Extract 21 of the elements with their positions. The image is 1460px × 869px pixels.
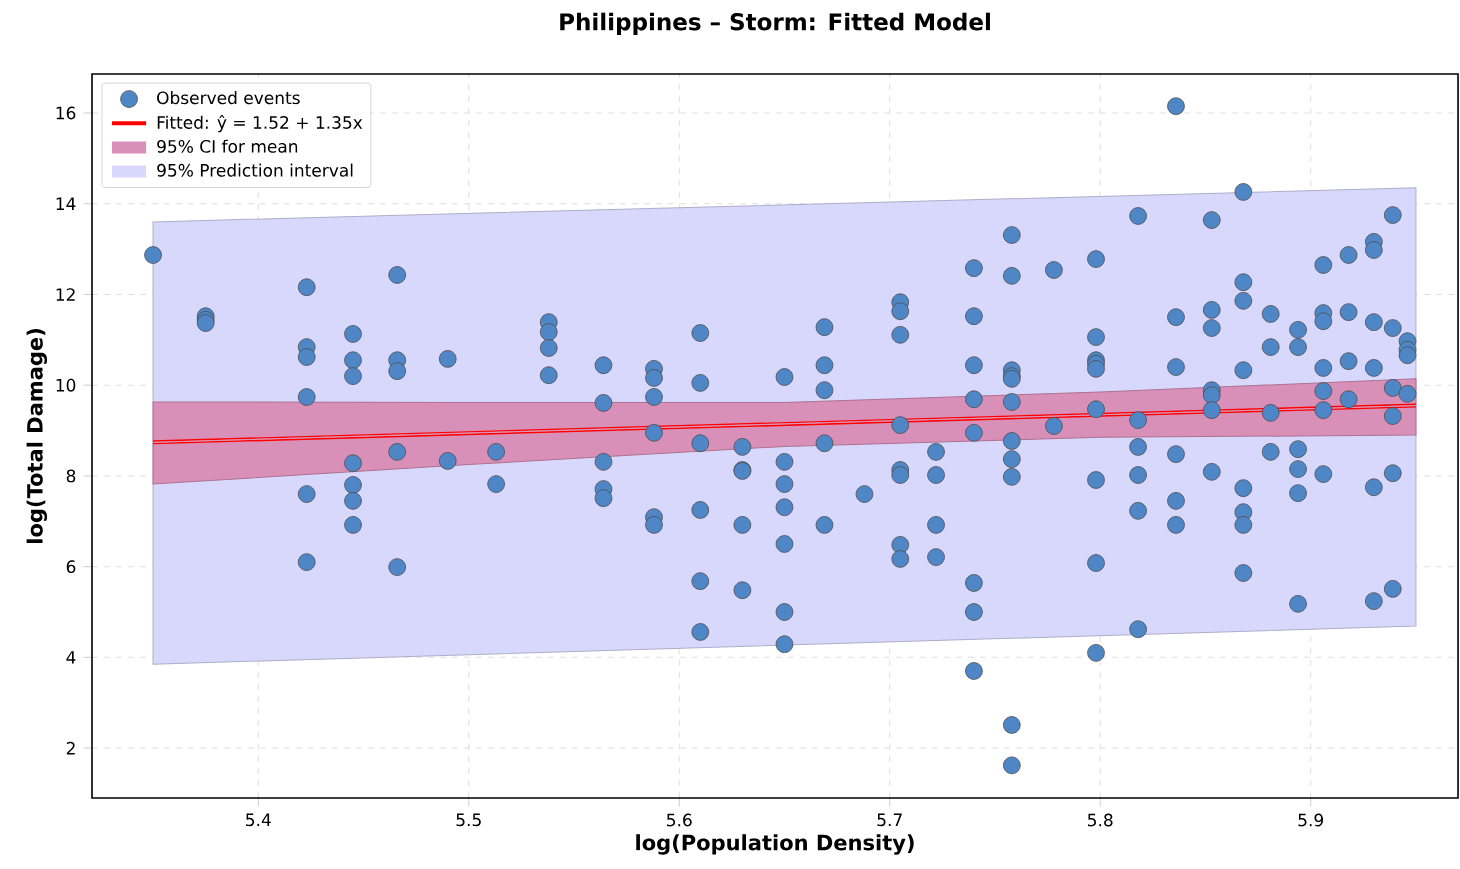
y-axis-title: log(Total Damage) (26, 329, 48, 543)
x-axis-title: log(Population Density) (636, 834, 914, 855)
x-tick-label: 5.7 (877, 813, 902, 827)
legend-label: Fitted: ŷ = 1.52 + 1.35x (157, 115, 363, 133)
y-tick-label: 10 (56, 378, 76, 392)
x-tick-label: 5.5 (456, 813, 481, 827)
x-tick-label: 5.9 (1298, 813, 1324, 827)
y-tick-label: 12 (56, 288, 75, 301)
y-tick-label: 8 (66, 469, 76, 483)
y-tick-label: 4 (66, 651, 76, 664)
y-tick-label: 6 (66, 560, 76, 574)
y-tick-label: 2 (66, 741, 75, 755)
x-tick-label: 5.4 (246, 813, 271, 827)
y-tick-label: 14 (56, 197, 76, 210)
legend-label: 95% Prediction interval (157, 163, 353, 177)
legend-label: Observed events (157, 91, 300, 105)
x-tick-label: 5.6 (667, 813, 692, 827)
legend-label: 95% CI for mean (157, 139, 298, 153)
y-tick-label: 16 (56, 106, 76, 120)
x-tick-label: 5.8 (1088, 813, 1113, 827)
chart-title: Philippines – Storm: Fitted Model (560, 12, 990, 35)
